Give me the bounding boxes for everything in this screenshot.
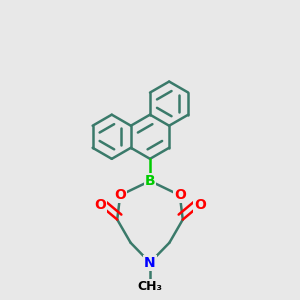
Text: O: O	[114, 188, 126, 202]
Text: O: O	[194, 198, 206, 212]
Text: O: O	[174, 188, 186, 202]
Text: B: B	[145, 174, 155, 188]
Text: CH₃: CH₃	[137, 280, 163, 293]
Text: N: N	[144, 256, 156, 270]
Text: O: O	[94, 198, 106, 212]
